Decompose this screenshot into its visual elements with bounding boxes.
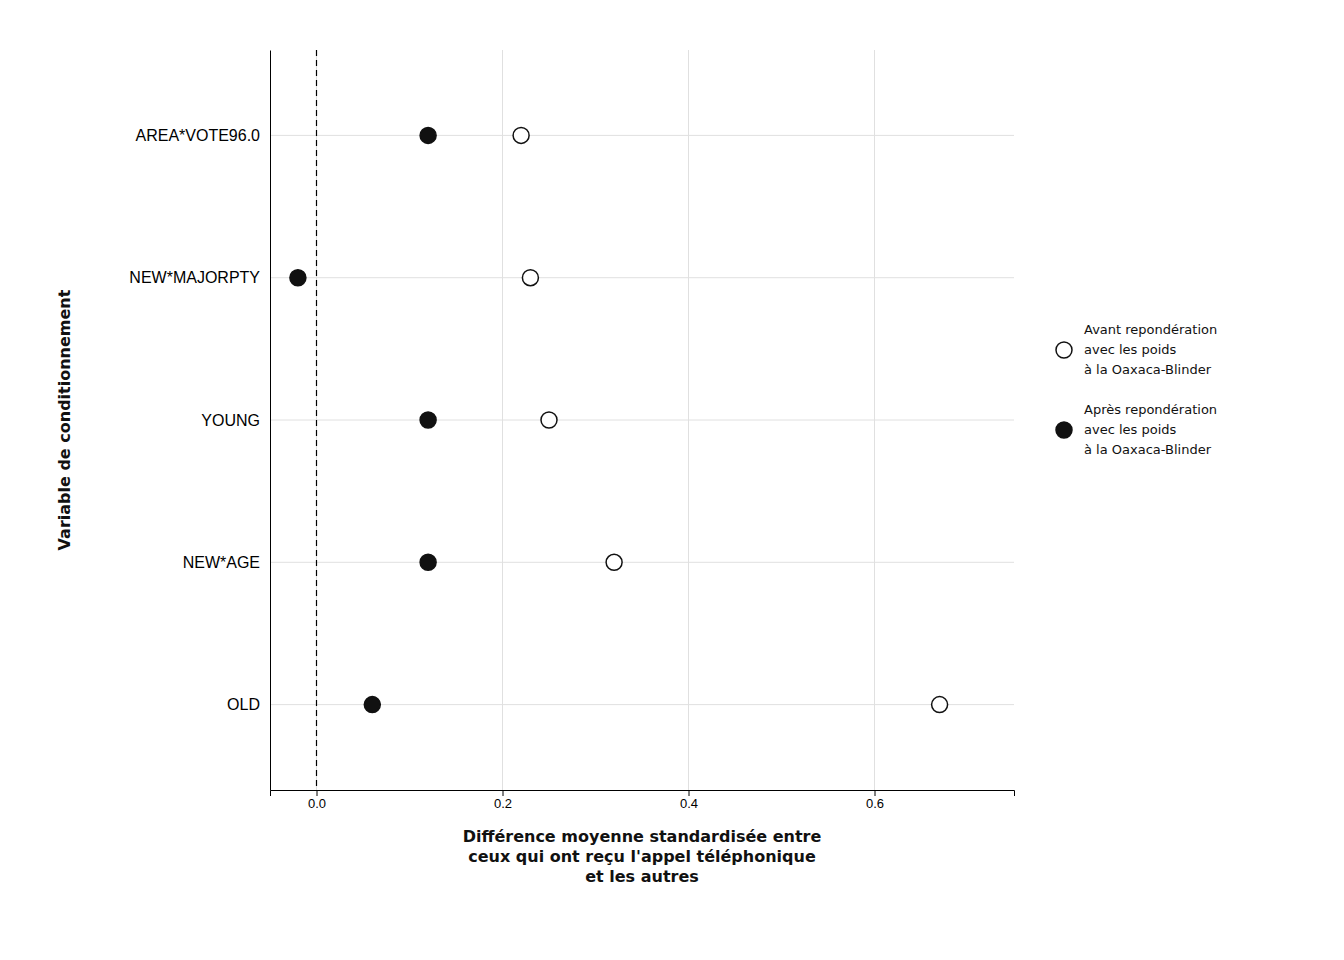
y-tick-label: NEW*MAJORPTY bbox=[129, 269, 260, 286]
y-tick-label: NEW*AGE bbox=[183, 554, 260, 571]
points bbox=[290, 127, 948, 712]
zero-line bbox=[316, 50, 317, 790]
grid-line-y bbox=[270, 704, 1014, 705]
x-tick: 0.0 bbox=[308, 790, 326, 811]
grid bbox=[270, 50, 1014, 790]
x-tick-label: 0.0 bbox=[308, 796, 326, 811]
grid-line-y bbox=[270, 135, 1014, 136]
dot bbox=[541, 412, 557, 428]
dot bbox=[420, 554, 436, 570]
y-axis-title: Variable de conditionnement bbox=[55, 289, 74, 550]
chart: 0.0 0.2 0.4 0.6 AREA*VOTE96.0 NEW*MAJORPTY YOU… bbox=[0, 0, 1344, 960]
x-tick-label: 0.6 bbox=[866, 796, 884, 811]
x-axis-title: Différence moyenne standardisée entreceu… bbox=[463, 827, 822, 886]
y-tick: AREA*VOTE96.0 bbox=[136, 127, 261, 144]
x-tick: 0.6 bbox=[866, 790, 884, 811]
y-tick: NEW*MAJORPTY bbox=[129, 269, 260, 286]
dot bbox=[522, 270, 538, 286]
dot bbox=[420, 412, 436, 428]
dot bbox=[932, 697, 948, 713]
x-tick-label: 0.4 bbox=[680, 796, 698, 811]
x-axis: 0.0 0.2 0.4 0.6 bbox=[271, 790, 1015, 811]
legend-marker bbox=[1056, 422, 1072, 438]
legend: Avant repondérationavec les poidsà la Oa… bbox=[1056, 322, 1217, 457]
grid-line-y bbox=[270, 420, 1014, 421]
y-tick: YOUNG bbox=[201, 412, 260, 429]
dot bbox=[364, 697, 380, 713]
y-tick: OLD bbox=[227, 696, 260, 713]
grid-line-y bbox=[270, 562, 1014, 563]
dot bbox=[513, 127, 529, 143]
x-tick-mark bbox=[503, 790, 504, 796]
y-tick-label: YOUNG bbox=[201, 412, 260, 429]
legend-label: Avant repondérationavec les poidsà la Oa… bbox=[1084, 322, 1217, 377]
plot: 0.0 0.2 0.4 0.6 AREA*VOTE96.0 NEW*MAJORPTY YOU… bbox=[129, 50, 1014, 811]
legend-label: Après repondérationavec les poidsà la Oa… bbox=[1084, 402, 1217, 457]
legend-marker bbox=[1056, 342, 1072, 358]
y-tick-label: OLD bbox=[227, 696, 260, 713]
grid-line-y bbox=[270, 277, 1014, 278]
x-tick-mark bbox=[317, 790, 318, 796]
y-axis: AREA*VOTE96.0 NEW*MAJORPTY YOUNG NEW*AGE OLD bbox=[129, 51, 270, 791]
grid-line-x bbox=[316, 50, 317, 790]
x-tick: 0.4 bbox=[680, 790, 698, 811]
x-axis-line bbox=[271, 791, 1015, 797]
x-tick-label: 0.2 bbox=[494, 796, 512, 811]
dot bbox=[420, 127, 436, 143]
x-tick: 0.2 bbox=[494, 790, 512, 811]
x-tick-mark bbox=[689, 790, 690, 796]
y-axis-line bbox=[270, 51, 271, 791]
x-tick-mark bbox=[875, 790, 876, 796]
y-tick: NEW*AGE bbox=[183, 554, 260, 571]
y-tick-label: AREA*VOTE96.0 bbox=[136, 127, 261, 144]
dot bbox=[606, 554, 622, 570]
dot bbox=[290, 270, 306, 286]
